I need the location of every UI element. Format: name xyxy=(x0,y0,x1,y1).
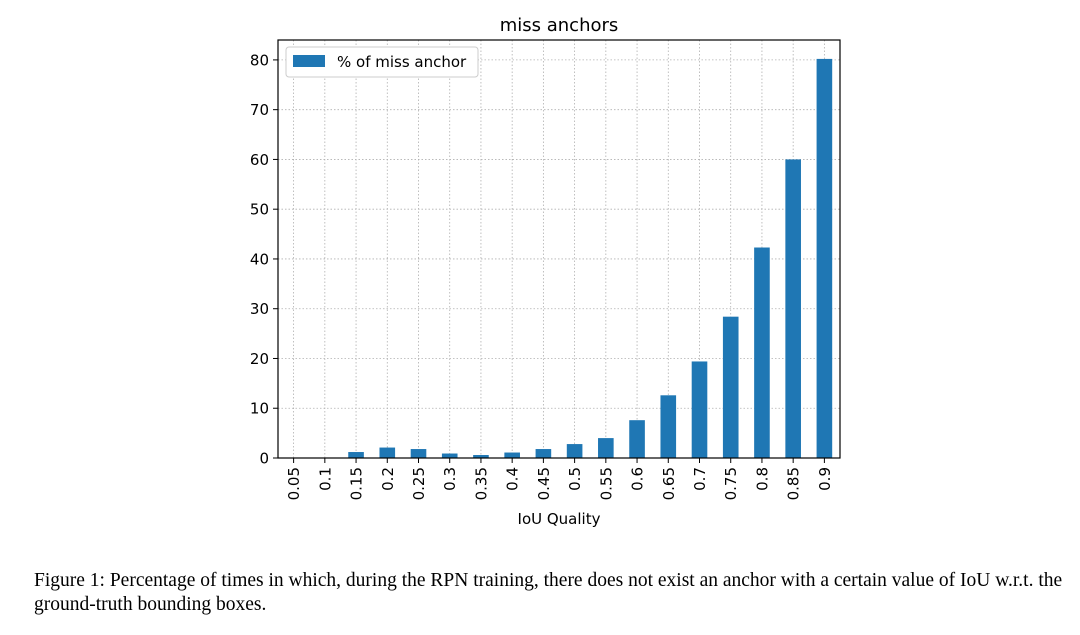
x-tick-label: 0.45 xyxy=(535,467,553,500)
x-tick-label: 0.3 xyxy=(441,467,459,491)
chart-title: miss anchors xyxy=(500,15,619,36)
bar xyxy=(535,449,552,458)
bar xyxy=(722,316,739,458)
x-tick-label: 0.9 xyxy=(816,467,834,491)
bar xyxy=(660,395,677,458)
figure: 0 10 20 30 40 50 60 70 80 0.05 0.1 0.15 0.2 0.25 0.3 0… xyxy=(250,15,841,528)
bar xyxy=(629,420,645,458)
bar xyxy=(566,444,583,458)
y-tick-label: 80 xyxy=(250,51,269,69)
y-tick-label: 0 xyxy=(259,450,269,468)
x-tick-label: 0.8 xyxy=(753,467,771,491)
bar xyxy=(754,247,770,458)
x-tick-label: 0.65 xyxy=(660,467,678,500)
plot-area-frame xyxy=(277,39,841,459)
bar xyxy=(410,449,427,458)
bar xyxy=(348,452,364,458)
figure-caption: Figure 1: Percentage of times in which, … xyxy=(34,570,1063,615)
x-tick-label: 0.75 xyxy=(722,467,740,500)
y-tick-label: 20 xyxy=(250,350,269,368)
x-tick-label: 0.2 xyxy=(379,467,397,491)
bar xyxy=(504,452,520,458)
x-tick-label: 0.55 xyxy=(597,467,615,500)
legend: % of miss anchor xyxy=(285,46,479,78)
bar xyxy=(691,361,708,458)
x-tick-label: 0.35 xyxy=(472,467,490,500)
legend-swatch xyxy=(293,55,325,67)
y-tick-label: 30 xyxy=(250,300,269,318)
y-axis-ticks: 0 10 20 30 40 50 60 70 80 xyxy=(250,51,278,468)
y-tick-label: 40 xyxy=(250,250,269,268)
y-tick-label: 60 xyxy=(250,151,269,169)
x-axis-label: IoU Quality xyxy=(518,510,601,528)
bars xyxy=(348,58,833,459)
x-tick-label: 0.15 xyxy=(348,467,366,500)
x-tick-label: 0.5 xyxy=(566,467,584,491)
x-tick-label: 0.7 xyxy=(691,467,709,491)
x-tick-label: 0.1 xyxy=(316,467,334,491)
x-tick-label: 0.85 xyxy=(785,467,803,500)
bar xyxy=(379,447,396,458)
y-tick-label: 10 xyxy=(250,400,269,418)
x-axis-ticks: 0.05 0.1 0.15 0.2 0.25 0.3 0.35 0.4 0.45 0.5 0.55 0… xyxy=(285,458,834,500)
x-tick-label: 0.05 xyxy=(285,467,303,500)
bar xyxy=(816,58,833,459)
bar xyxy=(785,159,801,458)
y-tick-label: 70 xyxy=(250,101,269,119)
x-tick-label: 0.25 xyxy=(410,467,428,500)
x-tick-label: 0.4 xyxy=(504,467,522,491)
bar xyxy=(441,453,458,458)
x-tick-label: 0.6 xyxy=(629,467,647,491)
legend-box xyxy=(285,46,479,78)
bar xyxy=(473,455,489,458)
y-tick-label: 50 xyxy=(250,201,269,219)
bar xyxy=(598,438,614,458)
legend-label: % of miss anchor xyxy=(337,53,467,71)
